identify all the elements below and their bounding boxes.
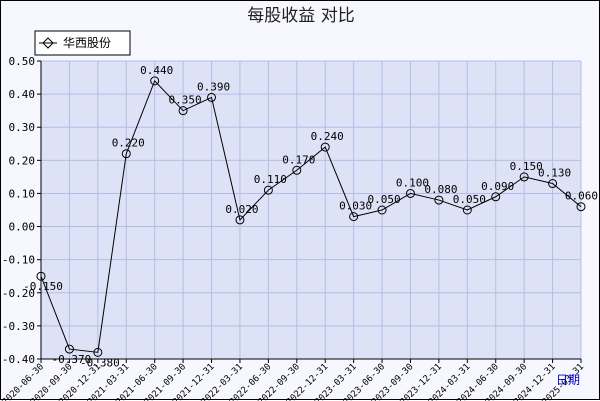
data-label: 0.240 <box>311 130 344 143</box>
data-point <box>121 149 131 159</box>
legend-marker-icon <box>42 37 54 49</box>
data-label: 0.170 <box>282 153 315 166</box>
data-label: 0.050 <box>367 193 400 206</box>
data-point <box>36 271 46 281</box>
data-point <box>576 202 586 212</box>
data-label: 0.220 <box>112 137 145 150</box>
data-point <box>320 142 330 152</box>
data-point <box>491 192 501 202</box>
data-label: 0.020 <box>225 203 258 216</box>
data-label: 0.110 <box>254 173 287 186</box>
data-point <box>519 172 529 182</box>
data-label: 0.150 <box>510 160 543 173</box>
data-label: 0.080 <box>424 183 457 196</box>
data-point <box>292 165 302 175</box>
data-label: 0.440 <box>140 64 173 77</box>
y-tick-label: 0.20 <box>9 154 36 167</box>
data-point <box>405 188 415 198</box>
data-label: 0.100 <box>396 176 429 189</box>
data-label: 0.030 <box>339 200 372 213</box>
grid-lines <box>40 60 582 360</box>
data-point <box>548 179 558 189</box>
data-label: 0.350 <box>169 94 202 107</box>
y-tick-label: 0.40 <box>9 88 36 101</box>
data-point <box>207 92 217 102</box>
y-tick-label: 0.00 <box>9 221 36 234</box>
y-tick-label: -0.20 <box>2 287 35 300</box>
data-label: 0.390 <box>197 80 230 93</box>
data-point <box>64 344 74 354</box>
series-layer <box>36 76 586 357</box>
data-label: -0.370 <box>52 353 92 366</box>
y-tick-label: -0.40 <box>2 353 35 366</box>
plot-area <box>41 61 581 359</box>
data-point <box>263 185 273 195</box>
data-label: 0.050 <box>453 193 486 206</box>
data-label: 0.090 <box>481 180 514 193</box>
y-tick-label: -0.30 <box>2 320 35 333</box>
chart-title: 每股收益 对比 <box>247 6 354 26</box>
y-tick-label: -0.10 <box>2 254 35 267</box>
data-label: 0.060 <box>565 190 598 203</box>
data-point <box>178 106 188 116</box>
data-label: -0.380 <box>80 356 120 369</box>
data-point <box>93 347 103 357</box>
y-tick-label: 0.50 <box>9 55 36 68</box>
data-point <box>434 195 444 205</box>
legend-entry: 华西股份 <box>63 36 111 50</box>
data-point <box>235 215 245 225</box>
y-tick-label: 0.30 <box>9 121 36 134</box>
legend: 华西股份 <box>34 30 131 56</box>
data-point <box>349 212 359 222</box>
y-tick-label: 0.10 <box>9 187 36 200</box>
data-point <box>377 205 387 215</box>
x-axis-unit-label: 日期 <box>556 373 580 387</box>
data-label: -0.150 <box>23 280 63 293</box>
data-point <box>150 76 160 86</box>
data-point <box>462 205 472 215</box>
data-label: 0.130 <box>538 167 571 180</box>
series-line <box>40 79 582 353</box>
